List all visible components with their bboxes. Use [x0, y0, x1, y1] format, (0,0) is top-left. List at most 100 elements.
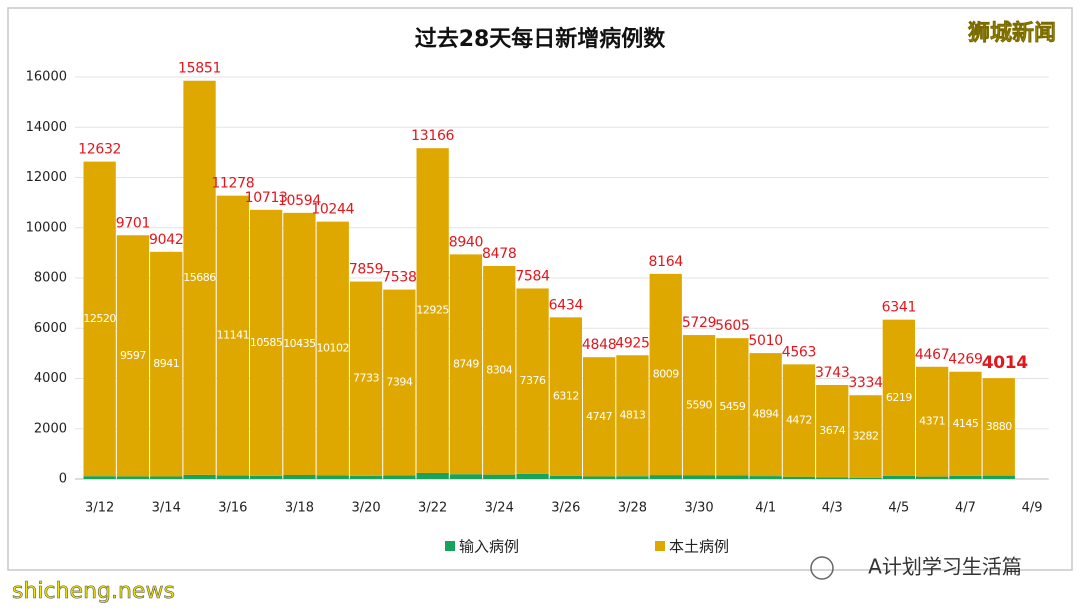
x-tick-label: 4/7: [955, 501, 976, 516]
value-label: 4747: [586, 410, 612, 423]
total-label: 8940: [449, 234, 483, 250]
total-label: 4563: [782, 344, 816, 360]
bar-segment: [716, 475, 749, 479]
total-label: 6434: [549, 297, 584, 313]
value-label: 4813: [619, 409, 645, 422]
value-label: 6312: [553, 390, 579, 403]
total-label: 10244: [311, 202, 354, 218]
bar-segment: [449, 254, 483, 475]
x-tick-label: 3/22: [418, 501, 447, 516]
y-tick-label: 16000: [26, 70, 67, 85]
value-label: 6219: [886, 391, 912, 404]
bar-segment: [816, 384, 849, 478]
bar-segment: [716, 338, 749, 476]
source-watermark: shicheng.news: [12, 579, 175, 604]
bar-segment: [982, 378, 1015, 476]
x-tick-label: 3/24: [485, 501, 514, 516]
x-tick-label: 3/12: [85, 501, 114, 516]
total-label: 12632: [78, 142, 121, 158]
bar-segment: [216, 195, 249, 476]
bar-segment: [616, 476, 649, 479]
total-label: 8164: [649, 254, 684, 270]
value-label: 8941: [153, 357, 179, 370]
bar-segment: [549, 317, 582, 476]
bar-segment: [516, 288, 549, 474]
bar-segment: [649, 273, 682, 476]
value-label: 4371: [919, 415, 945, 428]
legend-label: 本土病例: [669, 538, 729, 556]
total-label: 4269: [948, 352, 982, 368]
bar-segment: [349, 281, 383, 476]
total-label: 9042: [149, 232, 183, 248]
footer-account: A计划学习生活篇: [868, 555, 1022, 579]
wechat-icon: [810, 556, 834, 580]
total-label: 7538: [382, 270, 416, 286]
total-label: 10713: [245, 190, 288, 206]
value-label: 4472: [786, 414, 812, 427]
bar-segment: [483, 265, 516, 475]
bar-segment: [250, 475, 283, 479]
bar-segment: [383, 289, 416, 476]
x-tick-label: 4/1: [755, 501, 776, 516]
total-label: 5605: [715, 318, 749, 334]
bar-segment: [583, 476, 616, 479]
value-label: 8304: [486, 363, 512, 376]
value-label: 4894: [753, 408, 779, 421]
bar-segment: [849, 477, 882, 479]
bar-segment: [216, 475, 249, 479]
value-label: 15686: [183, 271, 216, 284]
value-label: 7733: [353, 372, 379, 385]
total-label: 5729: [682, 315, 716, 331]
y-tick-label: 14000: [26, 120, 67, 135]
x-tick-label: 3/14: [152, 501, 181, 516]
total-label: 4014: [982, 353, 1029, 373]
bar-segment: [250, 209, 283, 476]
bar-segment: [616, 355, 649, 477]
watermark: 狮城新闻: [968, 20, 1056, 46]
x-tick-label: 3/30: [684, 501, 713, 516]
bar-segment: [916, 366, 949, 477]
value-label: 12520: [83, 312, 116, 325]
bar-segment: [882, 475, 915, 479]
total-label: 9701: [116, 215, 150, 231]
bar-segment: [183, 80, 216, 475]
total-label: 13166: [411, 128, 454, 144]
bar-segment: [916, 476, 949, 479]
value-label: 10435: [283, 337, 316, 350]
total-label: 7584: [515, 268, 550, 284]
bar-segment: [882, 319, 915, 476]
value-label: 10585: [250, 336, 283, 349]
bar-segment: [116, 235, 150, 477]
total-label: 11278: [211, 176, 254, 192]
value-label: 3282: [853, 429, 879, 442]
total-label: 6341: [882, 300, 916, 316]
value-label: 4145: [952, 417, 978, 430]
total-label: 5010: [748, 333, 782, 349]
y-tick-label: 2000: [34, 421, 67, 436]
value-label: 7376: [520, 374, 546, 387]
y-tick-label: 8000: [34, 271, 67, 286]
value-label: 11141: [217, 329, 250, 342]
bar-segment: [649, 475, 682, 479]
bar-segment: [316, 475, 349, 479]
bar-segment: [516, 473, 549, 479]
legend-swatch: [445, 541, 455, 551]
bar-segment: [83, 476, 116, 479]
bar-segment: [116, 476, 150, 479]
total-label: 15851: [178, 61, 221, 77]
legend-label: 输入病例: [459, 538, 519, 556]
bar-segment: [849, 395, 882, 478]
x-tick-label: 3/18: [285, 501, 314, 516]
value-label: 5590: [686, 398, 712, 411]
x-tick-label: 3/20: [351, 501, 380, 516]
value-label: 7394: [386, 375, 412, 388]
total-label: 4467: [915, 347, 949, 363]
bar-segment: [949, 371, 982, 476]
bar-segment: [383, 475, 416, 479]
bar-segment: [183, 474, 216, 479]
bar-segment: [749, 476, 782, 479]
total-label: 7859: [349, 262, 383, 278]
x-tick-label: 3/28: [618, 501, 647, 516]
bar-segment: [349, 475, 383, 479]
